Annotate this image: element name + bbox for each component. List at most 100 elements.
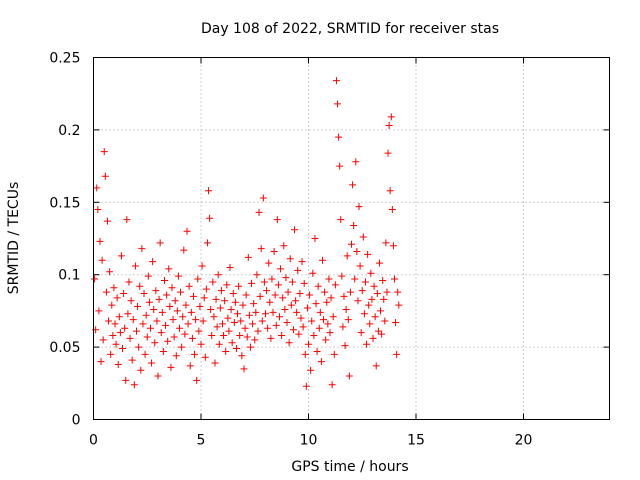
data-point	[268, 275, 276, 283]
data-point	[108, 301, 116, 309]
data-point	[110, 284, 118, 292]
data-point	[197, 340, 205, 348]
data-point	[180, 246, 188, 254]
data-point	[91, 275, 99, 283]
y-tick-label: 0	[72, 413, 81, 429]
data-point	[106, 268, 114, 276]
data-point	[274, 281, 282, 289]
data-point	[232, 345, 240, 353]
data-point	[288, 278, 296, 286]
data-point	[217, 287, 225, 295]
data-point	[136, 282, 144, 290]
data-point	[306, 291, 314, 299]
data-point	[394, 288, 402, 296]
data-point	[257, 245, 265, 253]
data-point	[384, 149, 392, 157]
data-point	[192, 316, 200, 324]
data-point	[284, 288, 292, 296]
data-point	[234, 310, 242, 318]
data-point	[142, 311, 150, 319]
data-point	[383, 288, 391, 296]
data-point	[221, 297, 229, 305]
data-point	[225, 327, 233, 335]
data-point	[368, 295, 376, 303]
data-point	[123, 216, 131, 224]
data-point	[238, 352, 246, 360]
data-point	[272, 321, 280, 329]
data-point	[355, 203, 363, 211]
data-point	[194, 275, 202, 283]
data-point	[269, 308, 277, 316]
data-point	[222, 347, 230, 355]
data-point	[260, 278, 268, 286]
data-point	[337, 216, 345, 224]
data-point	[246, 343, 254, 351]
data-point	[179, 313, 187, 321]
y-tick-label: 0.15	[49, 195, 80, 211]
data-point	[354, 297, 362, 305]
data-point	[114, 360, 122, 368]
data-point	[130, 381, 138, 389]
data-point	[357, 329, 365, 337]
data-point	[296, 290, 304, 298]
data-point	[255, 208, 263, 216]
data-point	[295, 330, 303, 338]
data-point	[164, 337, 172, 345]
data-point	[99, 336, 107, 344]
data-point	[322, 336, 330, 344]
data-point	[324, 320, 332, 328]
data-point	[277, 265, 285, 273]
data-point	[352, 158, 360, 166]
data-point	[252, 308, 260, 316]
data-point	[348, 240, 355, 248]
data-point	[151, 339, 159, 347]
data-point	[266, 298, 274, 306]
data-point	[95, 307, 103, 315]
data-point	[301, 350, 309, 358]
data-point	[377, 307, 385, 315]
x-tick-label: 5	[197, 433, 206, 449]
data-point	[141, 350, 149, 358]
data-point	[168, 284, 176, 292]
data-point	[199, 317, 207, 325]
data-point	[156, 239, 164, 247]
data-point	[321, 288, 329, 296]
data-point	[356, 262, 364, 270]
data-point	[391, 275, 398, 283]
data-point	[323, 298, 331, 306]
data-point	[312, 300, 320, 308]
data-point	[237, 317, 245, 325]
data-point	[208, 332, 216, 340]
data-point	[318, 256, 326, 264]
data-point	[214, 271, 222, 279]
data-point	[378, 330, 386, 338]
data-point	[360, 310, 368, 318]
data-point	[379, 276, 387, 284]
data-point	[200, 294, 208, 302]
data-point	[251, 336, 259, 344]
data-point	[205, 187, 213, 195]
data-point	[228, 339, 236, 347]
data-point	[367, 269, 375, 277]
data-point	[207, 305, 215, 313]
data-point	[177, 288, 185, 296]
data-point	[153, 317, 161, 325]
data-point	[365, 301, 373, 309]
data-point	[120, 290, 128, 298]
data-point	[213, 323, 221, 331]
data-point	[310, 332, 318, 340]
data-point	[331, 281, 339, 289]
data-point	[96, 237, 104, 245]
x-axis-label: GPS time / hours	[291, 459, 408, 475]
data-point	[286, 255, 294, 263]
data-point	[314, 282, 322, 290]
data-point	[126, 334, 134, 342]
data-point	[121, 324, 129, 332]
data-point	[155, 295, 163, 303]
data-point	[169, 316, 177, 324]
data-point	[346, 288, 354, 296]
data-point	[203, 239, 211, 247]
data-point	[345, 372, 353, 380]
data-point	[245, 311, 253, 319]
